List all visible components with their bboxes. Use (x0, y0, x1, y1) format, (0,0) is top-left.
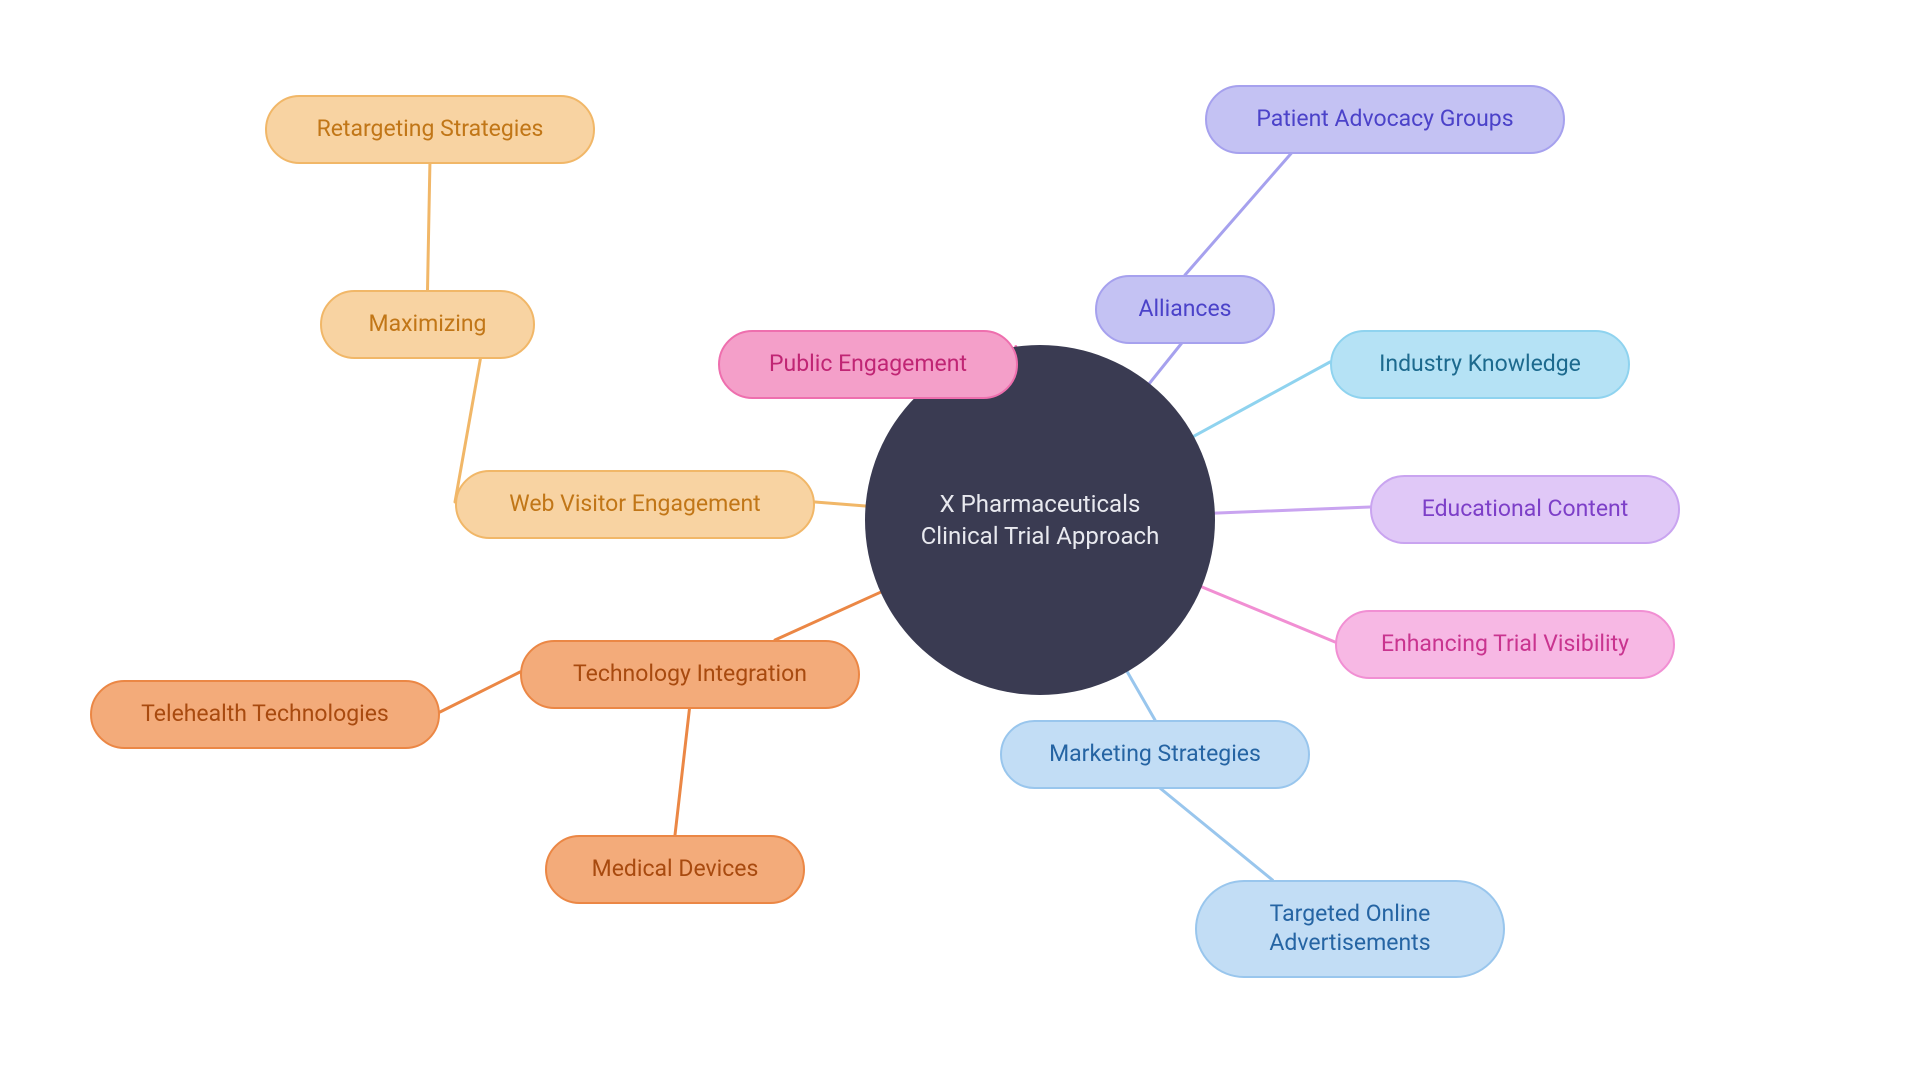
edge-tech-int (775, 592, 881, 640)
edge-targeted-ads (1155, 784, 1273, 880)
edge-med-devices (675, 704, 690, 835)
edge-industry (1194, 362, 1330, 436)
node-retargeting: Retargeting Strategies (265, 95, 595, 164)
node-targeted-ads: Targeted Online Advertisements (1195, 880, 1505, 978)
node-marketing: Marketing Strategies (1000, 720, 1310, 789)
node-patient-advocacy: Patient Advocacy Groups (1205, 85, 1565, 154)
node-web-visitor: Web Visitor Engagement (455, 470, 815, 539)
edge-alliances (1149, 339, 1185, 383)
edge-marketing (1127, 672, 1155, 720)
mindmap-canvas: X Pharmaceuticals Clinical Trial Approac… (0, 0, 1920, 1080)
node-telehealth: Telehealth Technologies (90, 680, 440, 749)
edge-web-visitor (815, 502, 866, 506)
edge-educational (1215, 507, 1370, 513)
edge-telehealth (440, 672, 520, 712)
node-educational: Educational Content (1370, 475, 1680, 544)
node-med-devices: Medical Devices (545, 835, 805, 904)
node-maximizing: Maximizing (320, 290, 535, 359)
edge-retargeting (428, 159, 431, 290)
node-public-eng: Public Engagement (718, 330, 1018, 399)
node-industry: Industry Knowledge (1330, 330, 1630, 399)
node-enhancing: Enhancing Trial Visibility (1335, 610, 1675, 679)
edge-patient-advocacy (1185, 149, 1295, 275)
node-tech-int: Technology Integration (520, 640, 860, 709)
edge-enhancing (1202, 587, 1335, 642)
node-alliances: Alliances (1095, 275, 1275, 344)
